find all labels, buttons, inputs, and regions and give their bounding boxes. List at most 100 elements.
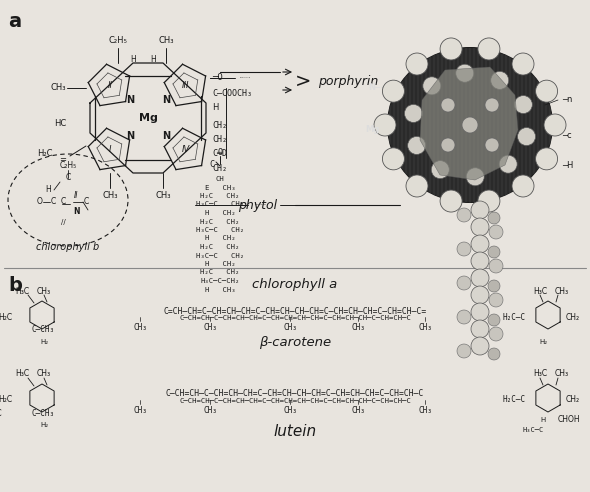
- Text: H₃C─C─CH₂: H₃C─C─CH₂: [201, 278, 240, 284]
- Circle shape: [374, 114, 396, 136]
- Text: CH₃: CH₃: [283, 323, 297, 332]
- Text: C─CH=CH─C─CH=CH─CH=C─CH=CH=CH─CH=C─CH=CH─CH─C─CH=CH─C: C─CH=CH─C─CH=CH─CH=C─CH=CH=CH─CH=C─CH=CH…: [179, 315, 411, 321]
- Circle shape: [466, 168, 484, 186]
- Text: H₃C: H₃C: [533, 286, 547, 296]
- Text: CH₃: CH₃: [37, 369, 51, 378]
- Circle shape: [485, 138, 499, 152]
- Circle shape: [512, 175, 534, 197]
- Text: chlorophyll b: chlorophyll b: [37, 242, 100, 252]
- Circle shape: [382, 148, 404, 170]
- Text: H₃C─C   CH₂: H₃C─C CH₂: [196, 202, 244, 208]
- Text: lutein: lutein: [273, 424, 317, 439]
- Text: H₂C: H₂C: [38, 149, 53, 157]
- Text: H₂C   CH₂: H₂C CH₂: [201, 193, 240, 199]
- Circle shape: [405, 104, 422, 123]
- Text: C─COOCH₃: C─COOCH₃: [212, 89, 252, 97]
- Text: H   CH₂: H CH₂: [205, 261, 235, 267]
- Text: H: H: [540, 417, 546, 423]
- Text: CH₃: CH₃: [155, 191, 171, 200]
- Text: N: N: [162, 95, 170, 105]
- Text: ─n: ─n: [562, 95, 572, 104]
- Text: I: I: [109, 146, 112, 154]
- Text: H   CH₂: H CH₂: [205, 210, 235, 216]
- Circle shape: [488, 314, 500, 326]
- Text: CH₃: CH₃: [555, 369, 569, 378]
- Circle shape: [488, 348, 500, 360]
- Circle shape: [471, 235, 489, 253]
- Polygon shape: [420, 67, 518, 180]
- Circle shape: [457, 310, 471, 324]
- Text: C─CH₃: C─CH₃: [32, 408, 55, 418]
- Circle shape: [457, 276, 471, 290]
- Circle shape: [471, 303, 489, 321]
- Circle shape: [544, 114, 566, 136]
- Circle shape: [382, 80, 404, 102]
- Text: H₃C─C   CH₂: H₃C─C CH₂: [196, 227, 244, 233]
- Text: CH₂: CH₂: [212, 164, 228, 173]
- Text: H₂C─C: H₂C─C: [503, 396, 526, 404]
- Text: CH₃: CH₃: [351, 323, 365, 332]
- Circle shape: [488, 246, 500, 258]
- Text: CH₃: CH₃: [133, 323, 147, 332]
- Text: ─── phytol ───: ─── phytol ───: [255, 204, 266, 205]
- Text: H₃C: H₃C: [15, 369, 29, 378]
- Text: H₂C   CH₂: H₂C CH₂: [201, 270, 240, 276]
- Text: H₂C: H₂C: [0, 396, 12, 404]
- Text: H₂C─C: H₂C─C: [503, 312, 526, 321]
- Circle shape: [499, 155, 517, 173]
- Circle shape: [489, 259, 503, 273]
- Text: CH₃: CH₃: [158, 36, 173, 45]
- Text: H₃C: H₃C: [15, 286, 29, 296]
- Text: >: >: [295, 71, 312, 91]
- Text: H₃C: H₃C: [533, 369, 547, 378]
- Text: CH₃: CH₃: [555, 286, 569, 296]
- Text: N: N: [126, 131, 134, 141]
- Circle shape: [478, 190, 500, 212]
- Text: C₂H₅: C₂H₅: [109, 36, 127, 45]
- Circle shape: [489, 293, 503, 307]
- Circle shape: [423, 77, 441, 95]
- Text: H: H: [130, 56, 136, 64]
- Text: O: O: [218, 148, 222, 157]
- Circle shape: [471, 286, 489, 304]
- Text: N: N: [126, 95, 134, 105]
- Text: H   CH₂: H CH₂: [205, 236, 235, 242]
- Text: CH₂: CH₂: [212, 122, 227, 130]
- Circle shape: [408, 136, 425, 154]
- Text: porphyrin: porphyrin: [318, 74, 378, 88]
- Circle shape: [471, 218, 489, 236]
- Text: ─ porphyrin →: ─ porphyrin →: [240, 77, 250, 78]
- Circle shape: [406, 53, 428, 75]
- Text: C─CH=CH─C─CH=CH─CH=C─CH=CH─CH─CH=C─CH=CH─CH=C─CH=CH─C: C─CH=CH─C─CH=CH─CH=C─CH=CH─CH─CH=C─CH=CH…: [166, 390, 424, 399]
- Text: CH₃: CH₃: [283, 406, 297, 415]
- Text: CH₃: CH₃: [203, 406, 217, 415]
- Circle shape: [471, 337, 489, 355]
- Text: C─CH₃: C─CH₃: [32, 326, 55, 335]
- Text: CH₃: CH₃: [351, 406, 365, 415]
- Text: H₃C─C   CH₂: H₃C─C CH₂: [196, 252, 244, 258]
- Text: β-carotene: β-carotene: [259, 336, 331, 349]
- Text: III: III: [182, 82, 190, 91]
- Circle shape: [431, 161, 449, 179]
- Text: HOHC: HOHC: [0, 408, 2, 418]
- Circle shape: [441, 98, 455, 112]
- Circle shape: [471, 320, 489, 338]
- Text: CH₂: CH₂: [566, 396, 580, 404]
- Text: O: O: [37, 197, 43, 207]
- Text: CH₃: CH₃: [37, 286, 51, 296]
- Text: N: N: [162, 131, 170, 141]
- Text: H   CH₃: H CH₃: [205, 286, 235, 293]
- Text: ─c: ─c: [562, 130, 572, 140]
- Circle shape: [491, 71, 509, 90]
- Text: C═D: C═D: [212, 150, 227, 158]
- Text: //: //: [61, 219, 65, 225]
- Text: H₂C   CH₂: H₂C CH₂: [201, 244, 240, 250]
- Text: ─O: ─O: [212, 73, 223, 83]
- Text: IV: IV: [182, 146, 190, 154]
- Text: CH₃: CH₃: [102, 191, 118, 200]
- Text: CH₃: CH₃: [418, 406, 432, 415]
- Circle shape: [478, 38, 500, 60]
- Circle shape: [512, 53, 534, 75]
- Text: H₂: H₂: [539, 339, 547, 345]
- Text: E   CH₃: E CH₃: [205, 184, 235, 190]
